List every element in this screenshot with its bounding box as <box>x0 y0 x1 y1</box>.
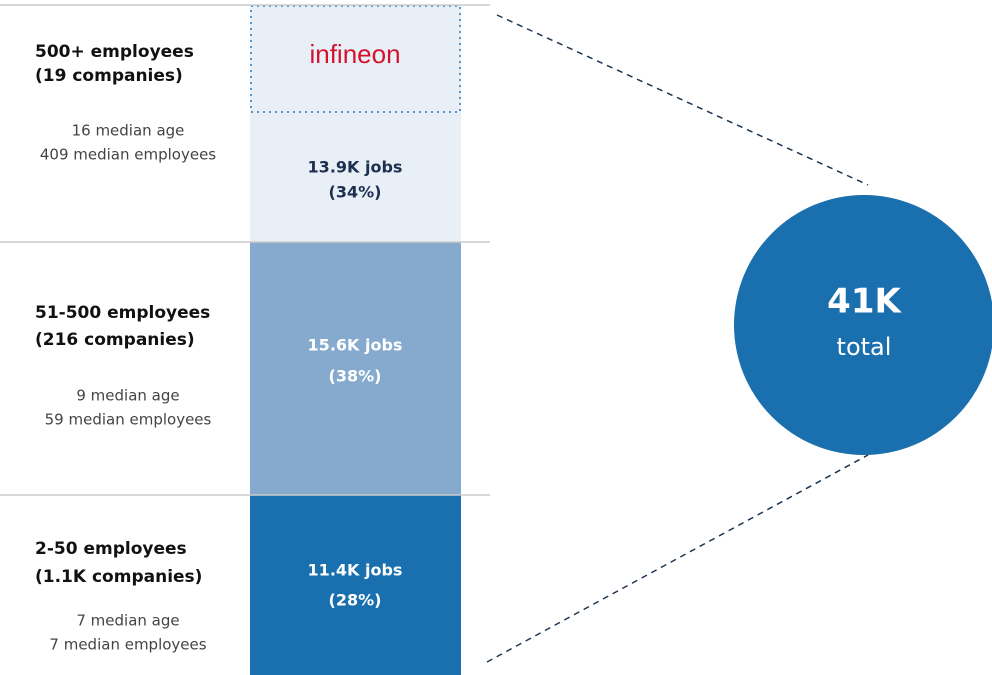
segment-subtitle: (19 companies) <box>35 66 183 86</box>
segment-stat: 7 median age <box>76 612 179 630</box>
segment-large <box>250 5 461 242</box>
segment-share: (28%) <box>329 591 382 610</box>
total-value: 41K <box>827 282 902 322</box>
segment-share: (34%) <box>329 183 382 202</box>
segment-jobs: 11.4K jobs <box>308 561 403 580</box>
segment-small <box>250 495 461 675</box>
segment-jobs: 15.6K jobs <box>308 336 403 355</box>
segment-stat: 9 median age <box>76 387 179 405</box>
segment-title: 2-50 employees <box>35 539 187 559</box>
segment-title: 51-500 employees <box>35 303 210 323</box>
connector <box>496 14 869 186</box>
segment-medium <box>250 242 461 495</box>
connector <box>486 454 869 663</box>
segment-stat: 16 median age <box>72 122 185 140</box>
segment-subtitle: (216 companies) <box>35 330 195 350</box>
total-circle <box>734 195 992 455</box>
segment-jobs: 13.9K jobs <box>308 158 403 177</box>
segment-subtitle: (1.1K companies) <box>35 567 202 587</box>
total-label: total <box>837 333 892 361</box>
logo: infineon <box>309 39 400 69</box>
segment-stat: 409 median employees <box>40 146 216 164</box>
segment-share: (38%) <box>329 367 382 386</box>
segment-title: 500+ employees <box>35 42 194 62</box>
logo-box <box>250 5 461 113</box>
segment-stat: 7 median employees <box>49 636 206 654</box>
segment-stat: 59 median employees <box>45 411 212 429</box>
